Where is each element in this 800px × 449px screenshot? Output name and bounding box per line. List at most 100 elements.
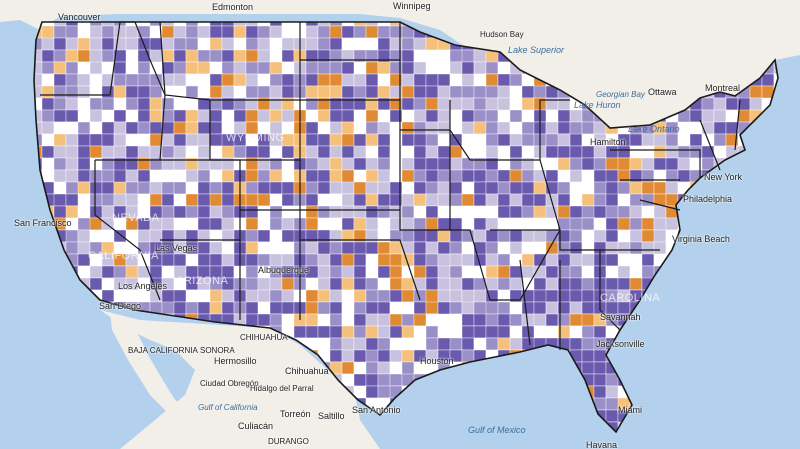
county-cell[interactable] xyxy=(449,301,463,315)
county-cell[interactable] xyxy=(281,85,295,99)
county-cell[interactable] xyxy=(317,205,331,219)
county-cell[interactable] xyxy=(605,241,619,255)
county-cell[interactable] xyxy=(365,217,379,231)
county-cell[interactable] xyxy=(161,25,175,39)
county-cell[interactable] xyxy=(365,373,379,387)
county-cell[interactable] xyxy=(305,241,319,255)
county-cell[interactable] xyxy=(485,193,499,207)
county-cell[interactable] xyxy=(425,325,439,339)
county-cell[interactable] xyxy=(245,145,259,159)
county-cell[interactable] xyxy=(605,217,619,231)
county-cell[interactable] xyxy=(377,277,391,291)
county-cell[interactable] xyxy=(437,289,451,303)
county-cell[interactable] xyxy=(569,253,583,267)
county-cell[interactable] xyxy=(449,229,463,243)
county-cell[interactable] xyxy=(509,121,523,135)
county-cell[interactable] xyxy=(269,37,283,51)
county-cell[interactable] xyxy=(617,277,631,291)
county-cell[interactable] xyxy=(569,109,583,123)
county-cell[interactable] xyxy=(497,337,511,351)
county-cell[interactable] xyxy=(137,61,151,75)
county-cell[interactable] xyxy=(353,325,367,339)
county-cell[interactable] xyxy=(197,289,211,303)
county-cell[interactable] xyxy=(233,85,247,99)
county-cell[interactable] xyxy=(149,121,163,135)
county-cell[interactable] xyxy=(653,145,667,159)
county-cell[interactable] xyxy=(521,97,535,111)
county-cell[interactable] xyxy=(197,301,211,315)
county-cell[interactable] xyxy=(161,217,175,231)
county-cell[interactable] xyxy=(437,229,451,243)
county-cell[interactable] xyxy=(257,277,271,291)
county-cell[interactable] xyxy=(401,97,415,111)
county-cell[interactable] xyxy=(437,121,451,135)
county-cell[interactable] xyxy=(425,337,439,351)
county-cell[interactable] xyxy=(401,337,415,351)
county-cell[interactable] xyxy=(125,193,139,207)
county-cell[interactable] xyxy=(329,73,343,87)
county-cell[interactable] xyxy=(53,109,67,123)
county-cell[interactable] xyxy=(245,229,259,243)
county-cell[interactable] xyxy=(545,217,559,231)
county-cell[interactable] xyxy=(365,361,379,375)
county-cell[interactable] xyxy=(305,73,319,87)
county-cell[interactable] xyxy=(497,73,511,87)
county-cell[interactable] xyxy=(509,205,523,219)
county-cell[interactable] xyxy=(89,73,103,87)
county-cell[interactable] xyxy=(101,145,115,159)
county-cell[interactable] xyxy=(605,265,619,279)
county-cell[interactable] xyxy=(305,325,319,339)
county-cell[interactable] xyxy=(449,109,463,123)
county-cell[interactable] xyxy=(209,109,223,123)
county-cell[interactable] xyxy=(401,229,415,243)
county-cell[interactable] xyxy=(269,49,283,63)
county-cell[interactable] xyxy=(593,361,607,375)
county-cell[interactable] xyxy=(113,121,127,135)
county-cell[interactable] xyxy=(341,361,355,375)
county-cell[interactable] xyxy=(65,133,79,147)
county-cell[interactable] xyxy=(461,337,475,351)
county-cell[interactable] xyxy=(197,37,211,51)
county-cell[interactable] xyxy=(197,121,211,135)
county-cell[interactable] xyxy=(401,121,415,135)
county-cell[interactable] xyxy=(329,145,343,159)
county-cell[interactable] xyxy=(593,373,607,387)
county-cell[interactable] xyxy=(245,265,259,279)
county-cell[interactable] xyxy=(425,97,439,111)
county-cell[interactable] xyxy=(89,25,103,39)
county-cell[interactable] xyxy=(485,73,499,87)
county-cell[interactable] xyxy=(437,313,451,327)
county-cell[interactable] xyxy=(665,157,679,171)
county-cell[interactable] xyxy=(677,157,691,171)
county-cell[interactable] xyxy=(257,241,271,255)
county-cell[interactable] xyxy=(185,289,199,303)
county-cell[interactable] xyxy=(377,373,391,387)
county-cell[interactable] xyxy=(365,313,379,327)
county-cell[interactable] xyxy=(545,157,559,171)
county-cell[interactable] xyxy=(317,277,331,291)
county-cell[interactable] xyxy=(653,229,667,243)
county-cell[interactable] xyxy=(461,109,475,123)
county-cell[interactable] xyxy=(473,181,487,195)
county-cell[interactable] xyxy=(377,349,391,363)
county-cell[interactable] xyxy=(377,205,391,219)
county-cell[interactable] xyxy=(449,241,463,255)
county-cell[interactable] xyxy=(245,313,259,327)
county-cell[interactable] xyxy=(545,301,559,315)
county-cell[interactable] xyxy=(593,157,607,171)
county-cell[interactable] xyxy=(317,73,331,87)
county-cell[interactable] xyxy=(185,97,199,111)
county-cell[interactable] xyxy=(317,265,331,279)
county-cell[interactable] xyxy=(461,97,475,111)
county-cell[interactable] xyxy=(89,193,103,207)
county-cell[interactable] xyxy=(137,109,151,123)
county-cell[interactable] xyxy=(317,61,331,75)
county-cell[interactable] xyxy=(341,277,355,291)
county-cell[interactable] xyxy=(173,253,187,267)
county-cell[interactable] xyxy=(89,181,103,195)
county-cell[interactable] xyxy=(497,121,511,135)
county-cell[interactable] xyxy=(221,289,235,303)
county-cell[interactable] xyxy=(281,61,295,75)
county-cell[interactable] xyxy=(125,97,139,111)
